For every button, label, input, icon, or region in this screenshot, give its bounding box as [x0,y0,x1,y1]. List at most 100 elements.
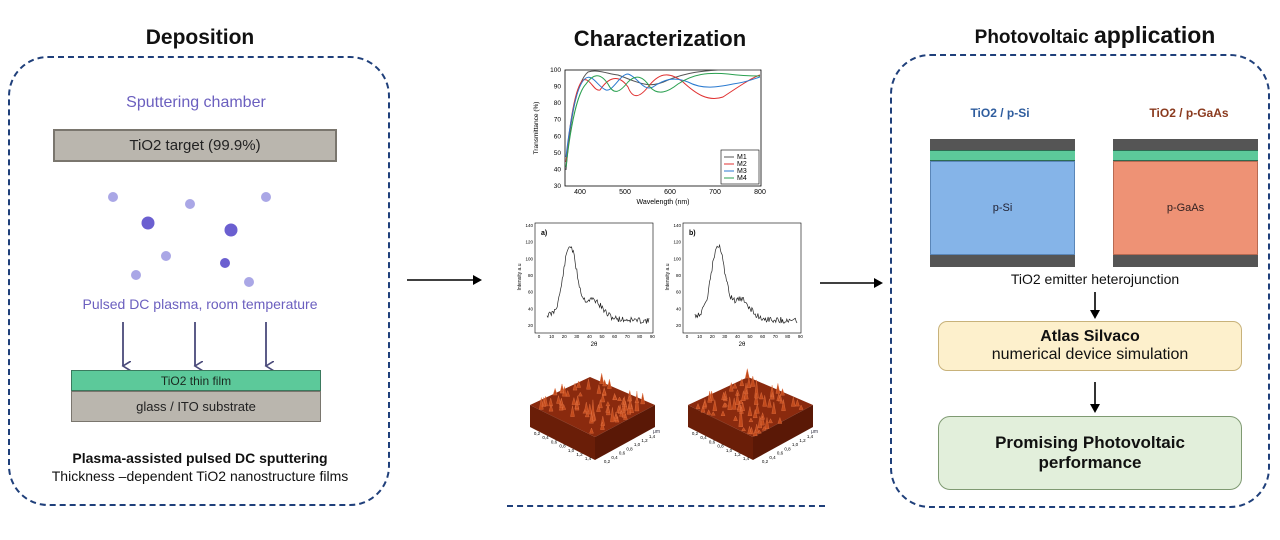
afm-tick: 0,4 [611,455,618,460]
device-si-label: TiO2 / p-Si [970,106,1030,120]
plasma-particles [108,192,271,287]
flow-arrow-2 [820,278,883,288]
chamber-label: Sputtering chamber [126,94,266,111]
transmittance-xtick: 400 [574,189,586,196]
xrd-b-ylabel: Intensity a.u [665,263,671,290]
plasma-particle [261,192,271,202]
device-gaas-label: TiO2 / p-GaAs [1149,106,1229,120]
transmittance-ylabel: Transmittance (%) [533,102,540,155]
transmittance-ytick: 100 [550,67,561,74]
xrd-xtick: 30 [574,334,580,339]
atlas-subtitle: numerical device simulation [991,346,1189,363]
pv-arrow-2 [1090,382,1100,413]
xrd-xtick: 80 [637,334,643,339]
afm-tick: 0,4 [542,435,549,440]
xrd-xtick: 60 [612,334,618,339]
deposition-caption: Thickness –dependent TiO2 nanostructure … [51,468,349,484]
xrd-xtick: 0 [538,334,541,339]
afm-tick: 0,6 [551,439,558,444]
xrd-xtick: 80 [785,334,791,339]
xrd-xtick: 50 [747,334,753,339]
xrd-xtick: 50 [599,334,605,339]
transmittance-ytick: 80 [554,100,562,107]
xrd-xtick: 90 [650,334,656,339]
afm-tick: 1,0 [726,448,733,453]
arrowhead-icon [874,278,883,288]
result-line1: Promising Photovoltaic [995,433,1185,452]
result-line2: performance [1038,453,1142,472]
deposition-panel [8,56,390,506]
afm-tick: 0,8 [559,444,566,449]
xrd-ytick: 140 [673,223,681,228]
transmittance-ytick: 90 [554,84,562,91]
xrd-ytick: 140 [525,223,533,228]
afm-image-1: 0,20,20,40,40,60,60,80,81,01,01,21,21,41… [530,373,660,464]
xrd-xtick: 40 [587,334,593,339]
xrd-xtick: 70 [625,334,631,339]
xrd-ytick: 80 [676,273,682,278]
afm-tick: 0,6 [619,451,626,456]
afm-tick: 0,6 [777,451,784,456]
pv-arrow-1 [1090,292,1100,319]
xrd-ytick: 80 [528,273,534,278]
transmittance-chart: Transmittance (%) Wavelength (nm) 30 40 50… [533,67,766,206]
afm-tick: 0,4 [769,455,776,460]
tio2-target: TiO2 target (99.9%) [53,129,337,162]
afm-tick: 1,4 [807,434,814,439]
afm-image-2: 0,20,20,40,40,60,60,80,81,01,01,21,21,41… [688,368,818,464]
afm-tick: 0,4 [700,435,707,440]
transmittance-ytick: 30 [554,183,562,190]
xrd-ytick: 100 [525,256,533,261]
flow-arrow-1 [407,275,482,285]
xrd-b-trace [694,243,798,324]
atlas-title: Atlas Silvaco [1040,328,1140,345]
si-top-contact [930,139,1075,150]
afm-tick: 1,4 [649,434,656,439]
glass-ito-substrate: glass / ITO substrate [71,391,321,422]
transmittance-ytick: 40 [554,166,562,173]
afm1-unit: μm [653,429,660,435]
plasma-particle [224,223,238,237]
xrd-ytick: 20 [676,323,682,328]
transmittance-xlabel: Wavelength (nm) [636,199,689,206]
deposition-arrows [0,322,400,420]
plasma-particle [185,199,195,209]
afm-tick: 0,8 [626,446,633,451]
xrd-a-label: a) [541,230,547,237]
afm-tick: 0,2 [762,459,769,464]
p-si-layer: p-Si [930,161,1075,255]
xrd-xtick: 70 [773,334,779,339]
xrd-ytick: 40 [676,306,682,311]
gaas-tio2-layer [1113,150,1258,161]
plasma-particle [161,251,171,261]
afm2-unit: μm [811,429,818,435]
xrd-a-ylabel: Intensity a.u [517,263,523,290]
legend-m1: M1 [737,154,747,161]
photovoltaic-title-part2: application [1093,22,1216,48]
afm-tick: 0,6 [709,439,716,444]
xrd-chart-a: a) Intensity a.u 2θ 20 40 60 80 100 120 140 0 10… [517,222,656,348]
legend-m4: M4 [737,175,747,182]
afm-tick: 1,2 [641,438,648,443]
xrd-b-xlabel: 2θ [739,342,746,348]
afm-tick: 1,2 [799,438,806,443]
afm-tick: 0,2 [692,431,699,436]
afm-tick: 0,2 [534,431,541,436]
p-gaas-layer: p-GaAs [1113,161,1258,255]
p-gaas-label: p-GaAs [1166,202,1205,214]
xrd-xtick: 90 [798,334,804,339]
transmittance-legend: M1 M2 M3 M4 [720,149,760,185]
si-tio2-layer [930,150,1075,161]
legend-m3: M3 [737,168,747,175]
afm-tick: 1,4 [585,456,592,461]
transmittance-series-m4 [565,72,761,168]
gaas-bottom-contact [1113,255,1258,267]
plasma-label: Pulsed DC plasma, room temperature [82,296,318,312]
photovoltaic-panel [890,54,1270,508]
plasma-particle [108,192,118,202]
afm-tick: 0,8 [784,446,791,451]
transmittance-ytick: 70 [554,117,562,124]
p-si-label: p-Si [992,202,1013,214]
xrd-a-trace [546,246,650,324]
xrd-ytick: 40 [528,306,534,311]
